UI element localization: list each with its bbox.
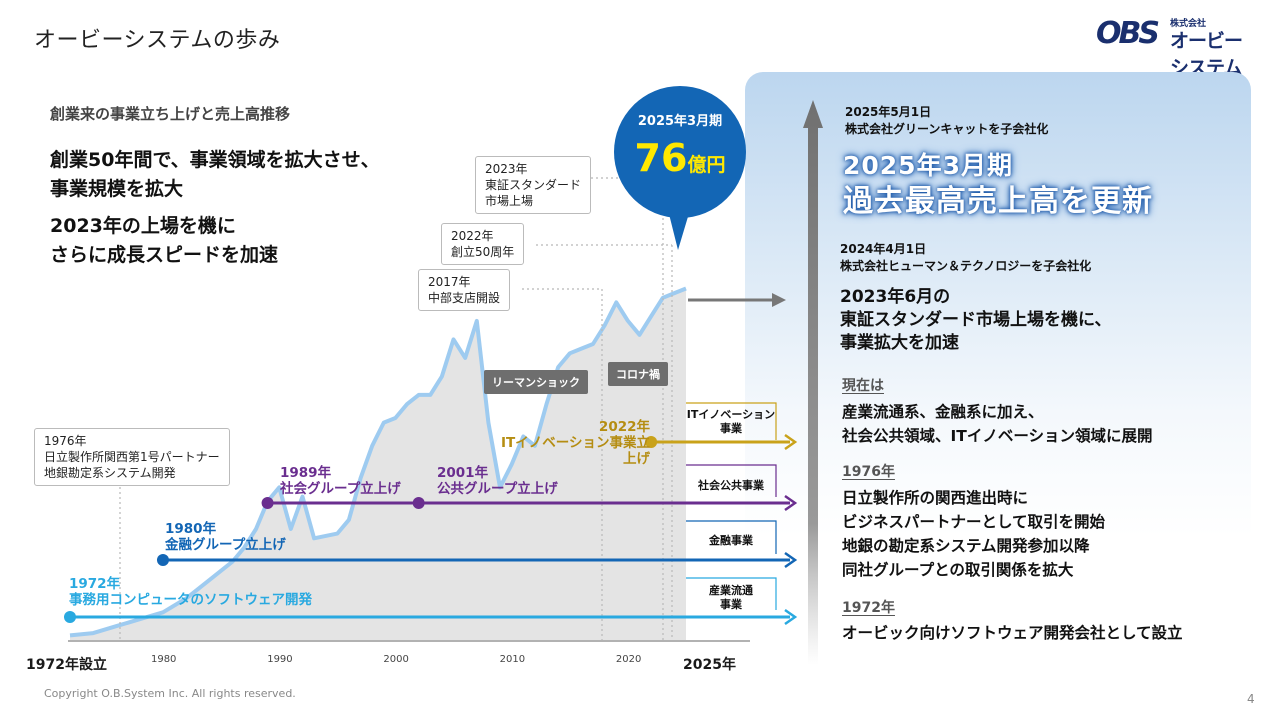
lead-line: 2023年の上場を機に	[50, 215, 236, 237]
tag-lehman-shock: リーマンショック	[484, 370, 588, 394]
section-subtitle: 創業来の事業立ち上げと売上高推移	[50, 105, 291, 123]
heading-1976: 1976年	[842, 464, 895, 480]
growth-arrow-icon	[803, 100, 823, 665]
segment-bracket	[686, 464, 777, 497]
bubble-amount: 76億円	[634, 136, 726, 180]
segment-it-innovation: ITイノベーション 事業	[686, 408, 776, 435]
x-tick-label: 1990	[267, 654, 293, 665]
bubble-period: 2025年3月期	[637, 114, 723, 129]
lead-line: 事業規模を拡大	[50, 178, 184, 200]
callout-2023-listing: 2023年 東証スタンダード 市場上場	[475, 156, 592, 214]
lead-line: 創業50年間で、事業領域を拡大させ、	[50, 149, 380, 171]
arrow-1972-head-icon	[784, 608, 798, 626]
logo-subtext: 株式会社	[1170, 19, 1207, 29]
page-title: オービーシステムの歩み	[34, 28, 281, 53]
arrow-1989-head-icon	[784, 494, 798, 512]
x-tick-label: 2020	[615, 654, 642, 665]
arrow-2022-dot	[645, 436, 658, 448]
arrow-2001-dot	[412, 497, 425, 509]
record-sales-headline: 2025年3月期 過去最高売上高を更新	[843, 151, 1153, 219]
segment-industry: 産業流通 事業	[709, 584, 753, 611]
copyright: Copyright O.B.System Inc. All rights res…	[44, 687, 296, 700]
callout-2022-anniversary: 2022年 創立50周年	[441, 223, 525, 265]
x-tick-label: 2010	[499, 654, 526, 665]
arrow-2022-head-icon	[784, 433, 798, 451]
segment-bracket	[686, 402, 777, 440]
tag-covid: コロナ禍	[608, 362, 668, 386]
lead-text-1: 創業50年間で、事業領域を拡大させ、 事業規模を拡大	[50, 146, 380, 204]
segment-bracket	[686, 520, 777, 554]
segment-finance: 金融事業	[709, 534, 753, 547]
heading-1972: 1972年	[842, 600, 895, 616]
event-2022: 2022年 ITイノベーション事業立上げ	[501, 419, 650, 467]
sales-area	[70, 288, 686, 640]
text-1972: オービック向けソフトウェア開発会社として設立	[842, 624, 1183, 642]
arrow-1972-dot	[64, 611, 76, 623]
sales-line	[69, 286, 687, 638]
highlights-panel	[745, 72, 1251, 692]
arrow-1980-dot	[156, 554, 169, 566]
ipo-text: 2023年6月の 東証スタンダード市場上場を機に、 事業拡大を加速	[840, 287, 1112, 353]
heading-now: 現在は	[842, 378, 884, 394]
event-2001: 2001年 公共グループ立上げ	[437, 465, 558, 497]
event-1980: 1980年 金融グループ立上げ	[165, 521, 286, 553]
link-arrow-head-icon	[772, 293, 786, 307]
event-1989: 1989年 社会グループ立上げ	[280, 465, 401, 497]
axis-end-label: 2025年	[683, 657, 736, 673]
text-1976: 日立製作所の関西進出時に ビジネスパートナーとして取引を開始 地銀の勘定系システム…	[842, 489, 1106, 579]
event-1972: 1972年 事務用コンピュータのソフトウェア開発	[69, 576, 312, 608]
lead-line: さらに成長スピードを加速	[50, 244, 279, 266]
news-2025: 2025年5月1日 株式会社グリーンキャットを子会社化	[845, 105, 1049, 136]
logo-mark: OBS	[1096, 16, 1160, 51]
segment-public: 社会公共事業	[698, 479, 764, 492]
arrow-1989-dot	[261, 497, 274, 509]
company-logo: OBS 株式会社 オービーシステム	[1096, 16, 1256, 79]
callout-2017-branch: 2017年 中部支店開設	[418, 269, 511, 311]
segment-bracket	[686, 577, 777, 610]
sales-bubble: 2025年3月期 76億円	[614, 86, 746, 218]
x-tick-label: 1980	[150, 654, 177, 665]
arrow-1980-head-icon	[784, 551, 798, 569]
page-number: 4	[1247, 692, 1255, 706]
x-tick-label: 2000	[383, 654, 409, 665]
news-2024: 2024年4月1日 株式会社ヒューマン＆テクノロジーを子会社化	[840, 242, 1092, 273]
axis-start-label: 1972年設立	[26, 657, 107, 673]
lead-text-2: 2023年の上場を機に さらに成長スピードを加速	[50, 212, 278, 270]
callout-1976-partner: 1976年 日立製作所関西第1号パートナー 地銀勘定系システム開発	[34, 428, 230, 486]
now-text: 産業流通系、金融系に加え、 社会公共領域、ITイノベーション領域に展開	[842, 403, 1153, 445]
